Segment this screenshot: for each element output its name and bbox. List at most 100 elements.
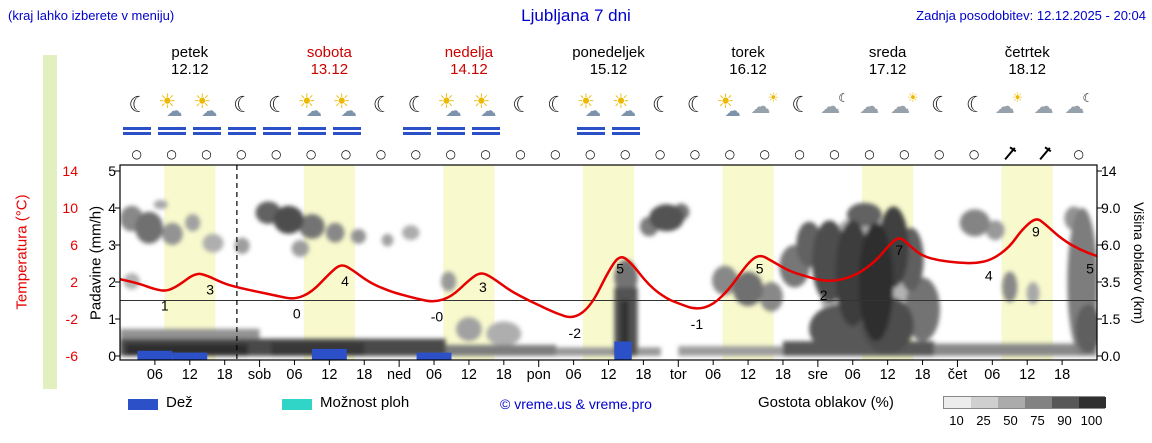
svg-text:1: 1 <box>161 297 169 313</box>
x-tick-label: 06 <box>844 367 861 383</box>
x-tick-label: 18 <box>635 367 652 383</box>
cloud-icon: ☁ <box>994 94 1015 118</box>
moon-icon: ☾ <box>512 93 532 118</box>
sun-icon: ☀ <box>297 89 316 113</box>
cloud-icon: ☁ <box>480 101 497 120</box>
weather-icon-sun-cloud: ☀ ☁ <box>433 91 469 142</box>
sun-icon: ☀ <box>611 89 630 113</box>
x-tick-label: 06 <box>984 367 1001 383</box>
svg-text:3: 3 <box>206 282 214 298</box>
calm-wind-icon: ○ <box>933 147 945 161</box>
weather-icon-cloud-sun: ☀ ☁ <box>887 92 923 142</box>
calm-wind-icon: ○ <box>759 147 770 161</box>
rain-dash-icon <box>228 132 257 135</box>
day-header: torek 16.12 <box>678 44 818 78</box>
svg-text:-0: -0 <box>431 308 444 324</box>
sun-icon: ☀ <box>193 89 212 113</box>
day-header: sreda 17.12 <box>818 44 958 78</box>
day-name: ponedeljek <box>572 44 645 61</box>
left-accent-bar <box>43 55 57 389</box>
cloud-icon: ☁ <box>750 94 771 118</box>
calm-wind-icon: ○ <box>271 147 282 161</box>
sun-icon: ☀ <box>716 89 735 113</box>
sun-icon: ☀ <box>907 91 919 106</box>
weather-icon-moon: ☾ <box>224 92 260 142</box>
cloud-icon: ☁ <box>619 101 636 120</box>
x-tick-label: 12 <box>879 367 896 383</box>
x-tick-label: 06 <box>565 367 582 383</box>
moon-icon: ☾ <box>651 93 672 118</box>
x-tick-label: sob <box>247 367 272 383</box>
x-tick-label: 12 <box>600 367 617 383</box>
weather-icon-cloud: ☁ <box>1027 92 1063 142</box>
rain-dash-icon <box>472 127 501 130</box>
x-tick-label: 12 <box>181 367 198 383</box>
svg-text:0: 0 <box>293 306 301 322</box>
day-header: ponedeljek 15.12 <box>539 44 679 78</box>
x-tick-label: tor <box>669 367 687 383</box>
calm-wind-icon: ○ <box>480 147 491 161</box>
svg-text:5: 5 <box>756 260 764 276</box>
weather-icon-cloud-moon: ☾ ☁ <box>1062 92 1098 142</box>
rain-dash-icon <box>577 132 606 135</box>
rain-dash-icon <box>297 127 326 130</box>
day-name: petek <box>171 44 209 61</box>
x-tick-label: 18 <box>495 367 512 383</box>
x-tick-label: pon <box>526 367 551 383</box>
cloud-icon: ☁ <box>166 101 183 120</box>
rain-dash-icon <box>228 127 257 130</box>
day-name: nedelja <box>444 44 494 61</box>
rain-dash-icon <box>263 127 292 130</box>
x-tick-label: 18 <box>356 367 373 383</box>
day-date: 15.12 <box>589 61 628 78</box>
calm-wind-icon: ○ <box>305 147 317 161</box>
svg-text:5: 5 <box>1086 260 1094 276</box>
rain-dash-icon <box>437 127 466 130</box>
day-date: 17.12 <box>868 61 907 78</box>
copyright-link[interactable]: © vreme.us & vreme.pro <box>500 396 652 412</box>
x-tick-label: 12 <box>739 367 757 383</box>
x-tick-label: 12 <box>460 367 477 383</box>
rain-dash-icon <box>577 127 606 130</box>
x-tick-label: čet <box>947 367 968 383</box>
moon-icon: ☾ <box>838 91 850 105</box>
calm-wind-icon: ○ <box>236 147 247 161</box>
day-header: sobota 13.12 <box>260 44 400 78</box>
rain-dash-icon <box>402 132 431 135</box>
x-tick-label: 18 <box>914 367 931 383</box>
sun-icon: ☀ <box>158 89 177 113</box>
sun-icon: ☀ <box>332 89 351 113</box>
x-tick-label: 18 <box>1054 367 1071 383</box>
svg-text:-2: -2 <box>569 325 582 341</box>
calm-wind-icon: ○ <box>375 147 387 161</box>
rain-dash-icon <box>193 127 222 130</box>
cloud-cover-layer <box>120 199 1097 356</box>
x-axis-labels: 06 12 18 sob 06 12 18 ned 06 12 18 pon 06 12 18 tor 06 12… <box>0 367 1152 385</box>
axis-ticks <box>115 170 1102 367</box>
moon-icon: ☾ <box>686 93 707 118</box>
precipitation-axis-label: Padavine (mm/h) <box>87 205 105 321</box>
calm-wind-icon: ○ <box>131 147 142 161</box>
cloud-icon: ☁ <box>1033 94 1054 118</box>
day-header-row: petek 12.12 sobota 13.12 nedelja 14.12 ponedel… <box>0 44 1152 84</box>
svg-text:-1: -1 <box>691 316 704 332</box>
weather-icon-moon: ☾ <box>538 92 574 142</box>
svg-text:5: 5 <box>616 260 624 276</box>
weather-icon-sun-cloud: ☀ ☁ <box>154 89 190 142</box>
cloud-icon: ☁ <box>305 101 322 120</box>
last-update-timestamp: Zadnja posodobitev: 12.12.2025 - 20:04 <box>916 8 1146 23</box>
cloud-icon: ☁ <box>201 101 218 120</box>
calm-wind-icon: ○ <box>654 147 666 161</box>
moon-icon: ☾ <box>407 93 428 118</box>
weather-icon-moon: ☾ <box>678 92 714 142</box>
day-name: torek <box>731 44 765 61</box>
weather-icon-sun-cloud: ☀ ☁ <box>329 89 365 142</box>
calm-wind-icon: ○ <box>794 147 805 161</box>
calm-wind-icon: ○ <box>619 147 631 161</box>
weather-icon-sun-cloud: ☀ ☁ <box>189 89 225 142</box>
temperature-curve <box>120 218 1097 319</box>
weather-icon-moon: ☾ <box>119 92 155 142</box>
weather-icon-moon: ☾ <box>399 92 435 142</box>
x-tick-label: 18 <box>216 367 233 383</box>
